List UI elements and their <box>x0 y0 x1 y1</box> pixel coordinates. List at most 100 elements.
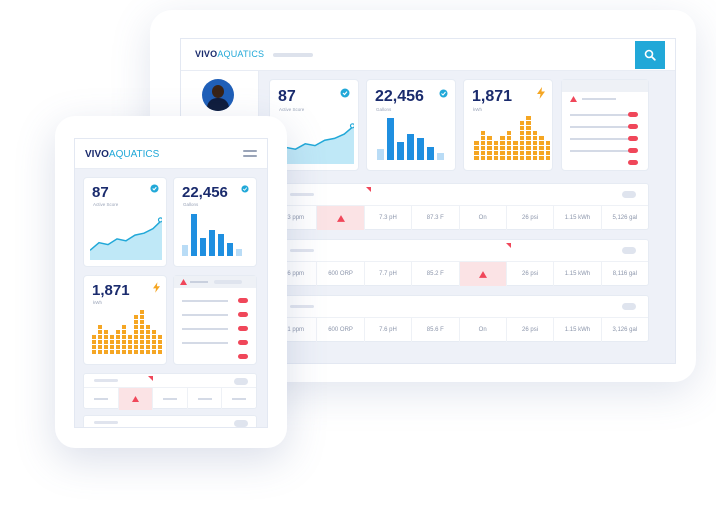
alert-pill[interactable] <box>628 160 638 165</box>
tablet-device: VIVOAQUATICS 87 Active Score 22,456 Gall… <box>55 116 287 448</box>
lightning-bolt-icon <box>153 282 160 293</box>
alert-pill[interactable] <box>628 148 638 153</box>
gallons-bar <box>397 142 404 160</box>
header-placeholder-line <box>273 53 313 57</box>
gallons-bar <box>427 146 434 160</box>
tablet-active-score-card[interactable]: 87 Active Score <box>83 177 167 267</box>
data-cell[interactable]: 600 ORP <box>317 318 365 342</box>
tablet-device-row[interactable] <box>83 415 257 427</box>
alert-pill[interactable] <box>238 326 248 331</box>
tablet-logo[interactable]: VIVOAQUATICS <box>85 149 160 160</box>
data-cell[interactable]: 1.15 kWh <box>554 206 602 230</box>
warning-icon <box>478 270 487 278</box>
hamburger-menu-icon[interactable] <box>243 150 257 159</box>
active-score-line-chart <box>276 123 354 164</box>
tablet-device-row[interactable] <box>83 373 257 410</box>
tablet-active-score-value: 87 <box>92 184 109 201</box>
tablet-alerts-header-pill <box>214 280 242 284</box>
data-cell[interactable]: 85.6 F <box>412 318 460 342</box>
tablet-gallons-card[interactable]: 22,456 Gallons <box>173 177 257 267</box>
data-cell[interactable]: 26 psi <box>507 206 555 230</box>
data-cell[interactable]: On <box>460 318 507 342</box>
data-cell[interactable]: 1.15 kWh <box>554 318 602 342</box>
alert-cell[interactable] <box>459 262 507 286</box>
gallons-label: Gallons <box>376 107 392 112</box>
kwh-bar <box>545 141 550 160</box>
data-cell[interactable]: 1.1 ppm <box>270 318 318 342</box>
device-row[interactable]: 1.3 ppm 7.3 pH 87.3 F On 26 psi 1.15 kWh 5,126… <box>269 183 649 230</box>
device-row[interactable]: 1.6 ppm 600 ORP 7.7 pH 85.2 F 26 psi 1.15 kWh… <box>269 239 649 286</box>
alert-pill[interactable] <box>238 298 248 303</box>
alert-pill[interactable] <box>238 312 248 317</box>
line-chart-series <box>276 125 354 156</box>
alert-line <box>570 150 630 152</box>
data-cell[interactable]: 26 psi <box>507 262 555 286</box>
data-cell[interactable]: 26 psi <box>507 318 555 342</box>
row-toggle[interactable] <box>234 378 248 385</box>
search-button[interactable] <box>635 41 665 69</box>
data-cell[interactable]: 1.6 ppm <box>270 262 318 286</box>
tablet-gallons-value: 22,456 <box>182 184 228 201</box>
alert-line <box>182 328 228 330</box>
gallons-bar <box>200 238 206 256</box>
alert-pill[interactable] <box>628 112 638 117</box>
tablet-alerts-card[interactable] <box>173 275 257 365</box>
data-cell[interactable]: 7.7 pH <box>365 262 413 286</box>
alert-cell[interactable] <box>317 206 365 230</box>
alert-line <box>570 114 630 116</box>
data-cell[interactable]: 8,116 gal <box>612 271 637 277</box>
alert-pill[interactable] <box>238 340 248 345</box>
verified-badge-icon <box>340 88 350 98</box>
data-cell[interactable]: 1.3 ppm <box>270 206 318 230</box>
row-toggle[interactable] <box>234 420 248 427</box>
water-drop-icon <box>439 89 448 98</box>
alert-line <box>570 126 630 128</box>
gallons-bar <box>387 118 394 160</box>
kwh-bar <box>122 325 126 354</box>
device-row[interactable]: 1.1 ppm 600 ORP 7.6 pH 85.6 F On 26 psi 1.15 k… <box>269 295 649 342</box>
alert-pill[interactable] <box>628 136 638 141</box>
gallons-bar <box>407 133 414 160</box>
kwh-bar <box>92 335 96 354</box>
data-cell[interactable]: 7.3 pH <box>365 206 413 230</box>
tablet-alert-cell[interactable] <box>118 388 154 410</box>
gallons-value: 22,456 <box>375 88 424 105</box>
data-cell[interactable]: 1.15 kWh <box>554 262 602 286</box>
data-cell[interactable]: 85.2 F <box>412 262 460 286</box>
row-toggle[interactable] <box>622 303 636 310</box>
tablet-screen: VIVOAQUATICS 87 Active Score 22,456 Gall… <box>74 138 268 428</box>
kwh-value: 1,871 <box>472 88 513 105</box>
alert-pill[interactable] <box>238 354 248 359</box>
alert-pill[interactable] <box>628 124 638 129</box>
tablet-active-score-label: Active Score <box>93 202 119 207</box>
alerts-card-header <box>562 80 648 92</box>
kwh-bar <box>146 325 150 354</box>
warning-icon <box>180 279 187 285</box>
desktop-logo[interactable]: VIVOAQUATICS <box>195 49 265 59</box>
gallons-bar <box>417 138 424 160</box>
data-cell[interactable]: 7.6 pH <box>365 318 413 342</box>
row-toggle[interactable] <box>622 191 636 198</box>
alerts-card[interactable] <box>561 79 649 171</box>
kwh-bar <box>526 116 531 160</box>
alert-line <box>182 342 228 344</box>
data-cell[interactable]: 600 ORP <box>317 262 365 286</box>
desktop-header: VIVOAQUATICS <box>181 39 675 71</box>
kwh-bar <box>500 136 505 160</box>
row-toggle[interactable] <box>622 247 636 254</box>
tablet-gallons-bar-chart <box>182 212 242 256</box>
data-cell[interactable]: 5,126 gal <box>612 215 638 221</box>
kwh-card[interactable]: 1,871 kWh <box>463 79 553 171</box>
gallons-card[interactable]: 22,456 Gallons <box>366 79 456 171</box>
active-score-value: 87 <box>278 88 296 105</box>
kwh-bar <box>110 335 114 354</box>
data-cell[interactable]: 3,126 gal <box>612 327 638 333</box>
data-cell[interactable]: 87.3 F <box>412 206 460 230</box>
alert-line <box>182 300 228 302</box>
verified-badge-icon <box>150 184 159 193</box>
tablet-kwh-card[interactable]: 1,871 kWh <box>83 275 167 365</box>
kwh-bar <box>532 131 537 160</box>
avatar[interactable] <box>202 79 234 111</box>
data-cell[interactable]: On <box>460 206 507 230</box>
